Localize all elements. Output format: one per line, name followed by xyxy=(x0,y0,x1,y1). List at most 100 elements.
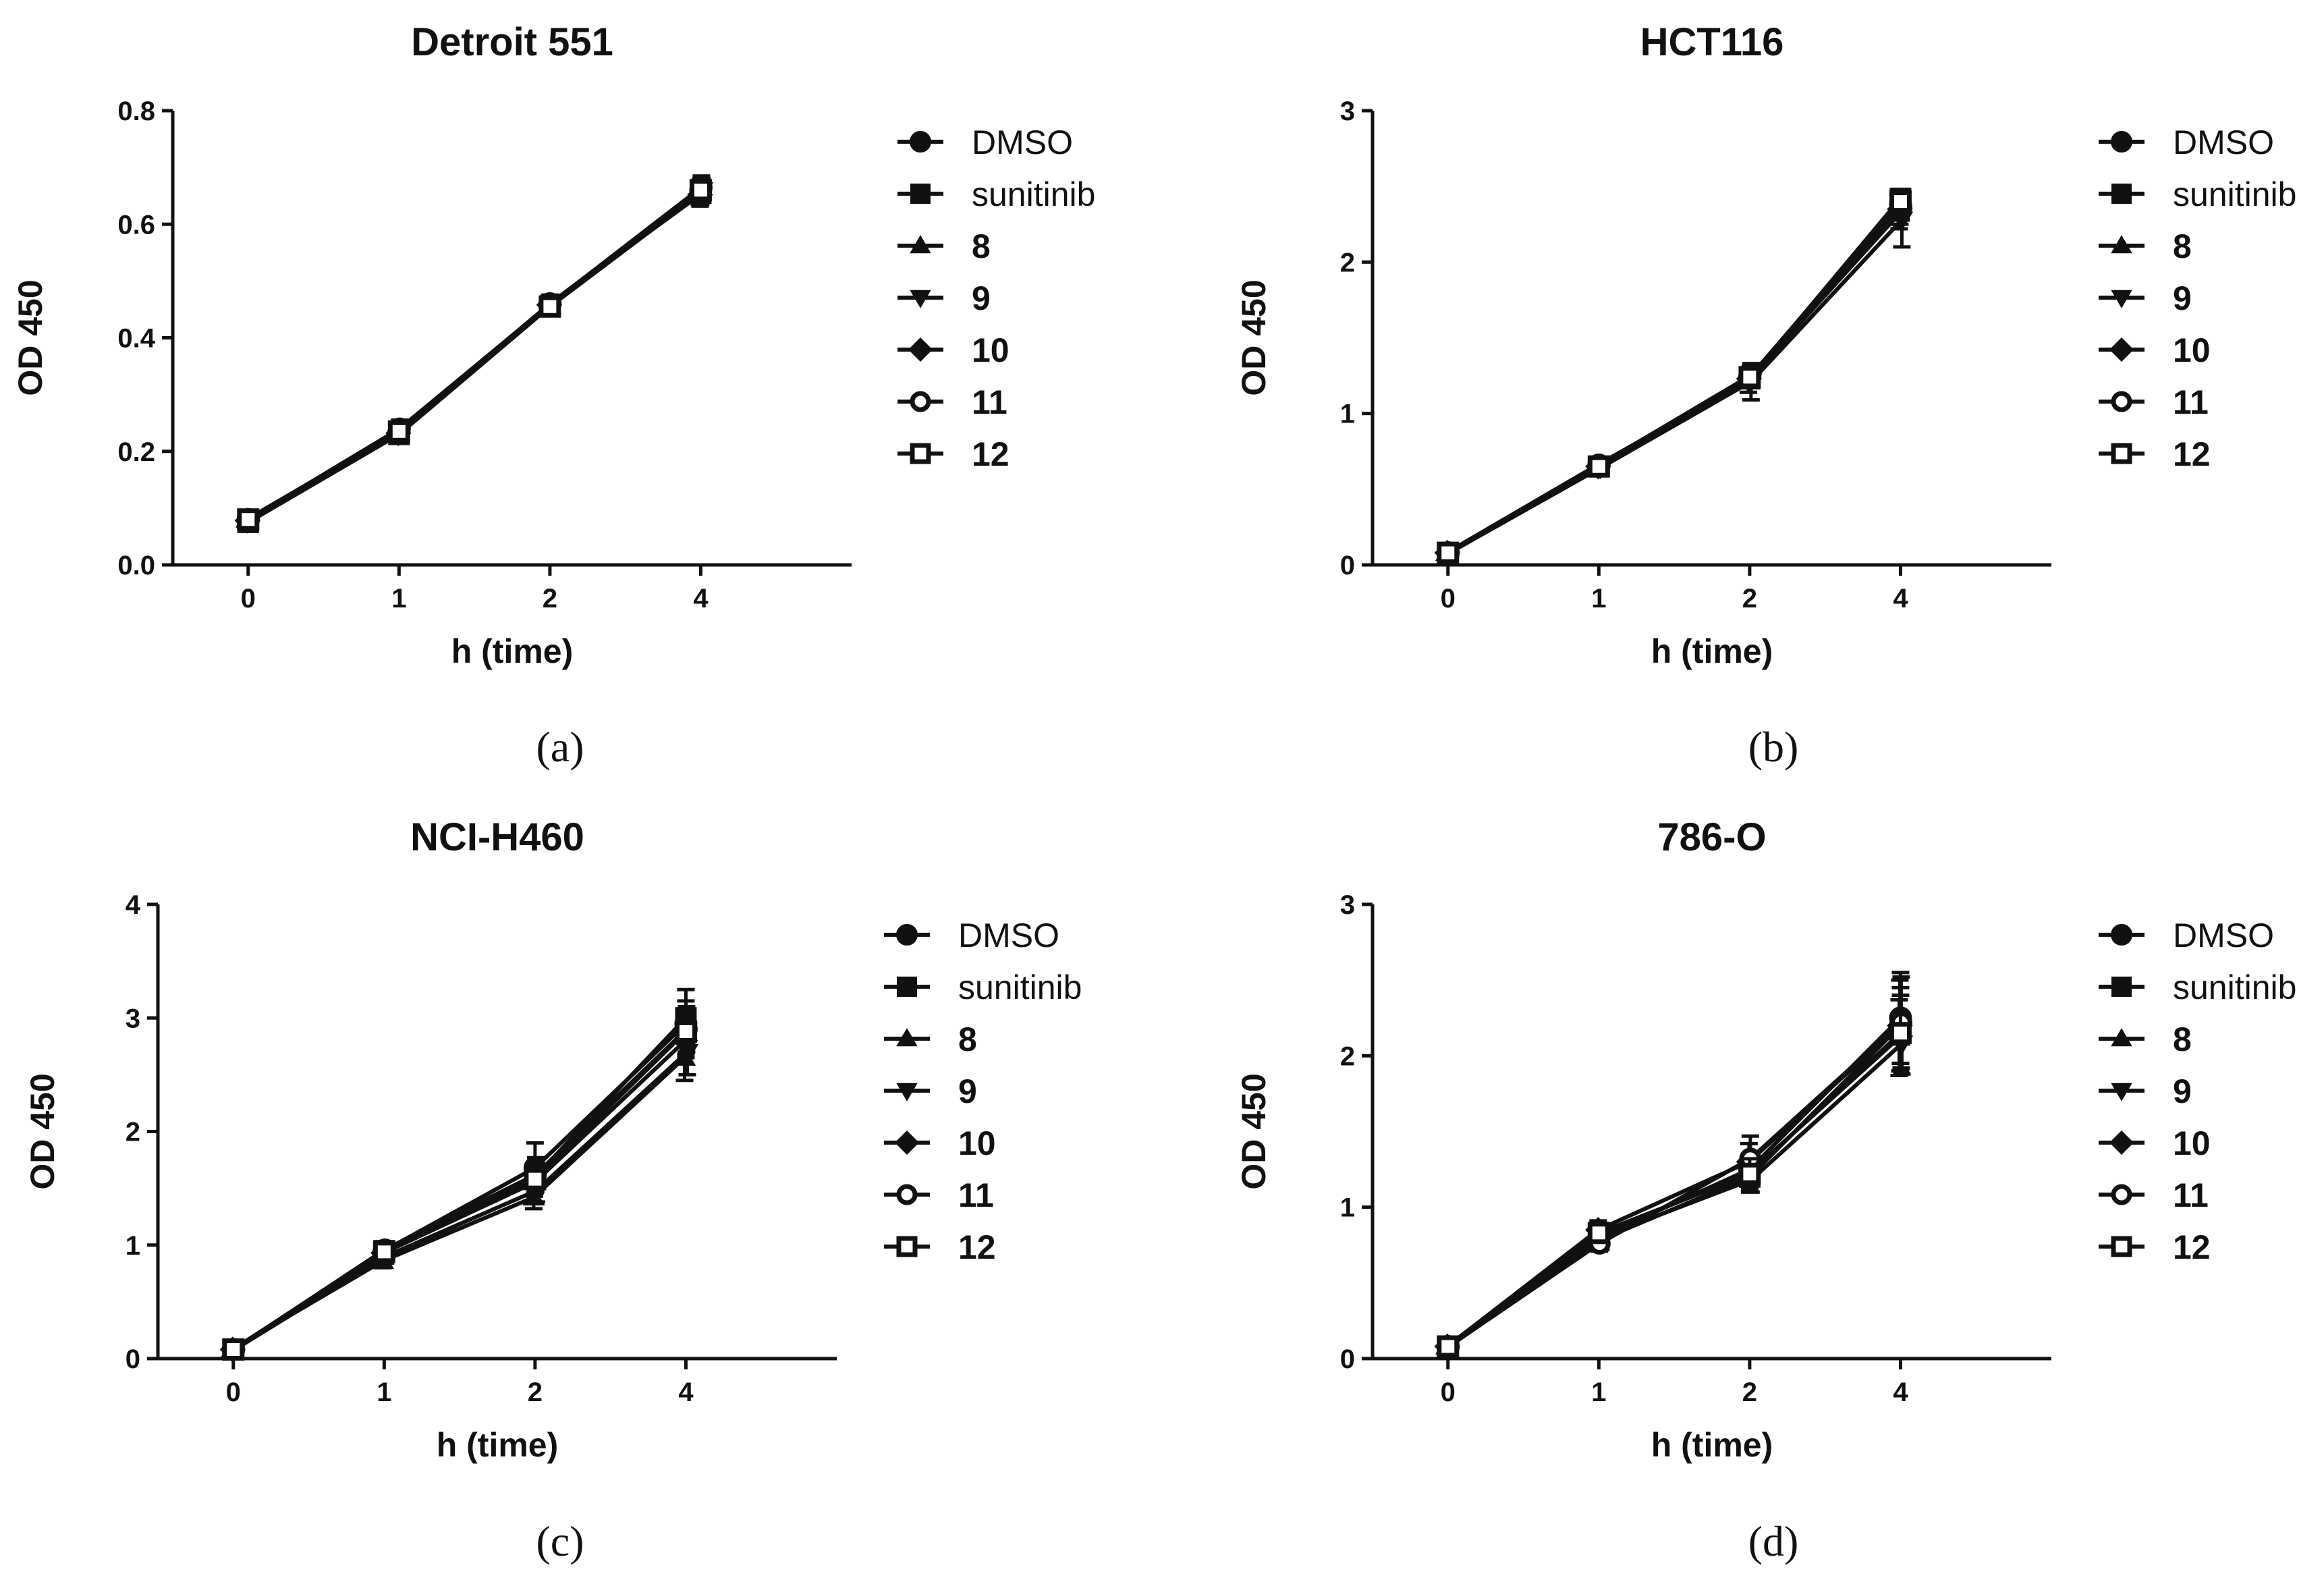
legend-label: 11 xyxy=(2173,383,2209,421)
series-10 xyxy=(1434,192,1913,566)
legend-label: 9 xyxy=(958,1072,977,1110)
chart-title: 786-O xyxy=(1657,815,1766,859)
series-line-11 xyxy=(248,186,703,522)
data-point-12 xyxy=(222,1338,245,1361)
series-line-12 xyxy=(247,188,702,522)
x-axis-label: h (time) xyxy=(451,632,574,670)
legend-label: DMSO xyxy=(958,917,1059,954)
legend-marker-8-shape xyxy=(896,1028,918,1047)
legend-marker-9 xyxy=(2111,290,2132,308)
legend-item-12: 12 xyxy=(884,1228,996,1266)
legend-marker-10-shape xyxy=(908,337,933,362)
x-tick-label: 4 xyxy=(1893,1378,1908,1407)
legend-item-9: 9 xyxy=(2099,279,2192,317)
legend-marker-sunitinib-shape xyxy=(910,184,931,204)
legend-label: 12 xyxy=(2173,1228,2211,1266)
legend-item-11: 11 xyxy=(2099,1176,2209,1214)
legend-marker-11-shape xyxy=(2111,391,2132,412)
legend-marker-sunitinib-shape xyxy=(2111,184,2132,204)
panel-label: (b) xyxy=(1748,723,1799,771)
legend-marker-sunitinib xyxy=(2111,977,2132,997)
legend-item-10: 10 xyxy=(2099,1124,2211,1162)
legend-item-dmso: DMSO xyxy=(2099,917,2274,954)
y-tick-label: 0.0 xyxy=(117,551,155,580)
legend-marker-12 xyxy=(910,443,931,464)
legend-marker-12-shape xyxy=(2111,443,2132,464)
series-12 xyxy=(222,1007,697,1361)
data-point-12-shape xyxy=(524,1168,547,1191)
x-tick-label: 2 xyxy=(528,1378,543,1407)
legend-marker-sunitinib-shape xyxy=(897,977,917,997)
legend-marker-8-shape xyxy=(910,235,931,254)
data-point-12-shape xyxy=(1437,1335,1460,1358)
data-point-12-shape xyxy=(1437,541,1460,564)
legend-marker-10 xyxy=(2109,1130,2134,1155)
y-tick-label: 3 xyxy=(126,1004,140,1033)
data-point-12-shape xyxy=(1587,455,1610,478)
legend-label: 12 xyxy=(2173,435,2211,473)
series-line-dmso xyxy=(1447,203,1902,555)
data-point-12 xyxy=(538,295,561,318)
legend-marker-9-shape xyxy=(2111,1083,2132,1101)
data-point-12-shape xyxy=(1889,1022,1912,1045)
legend-item-8: 8 xyxy=(884,1020,977,1058)
data-point-12-shape xyxy=(1889,190,1912,213)
y-axis-label: OD 450 xyxy=(11,279,49,396)
data-point-12-shape xyxy=(387,420,410,443)
series-12 xyxy=(1437,993,1912,1358)
series-line-12 xyxy=(232,1030,688,1352)
legend-item-dmso: DMSO xyxy=(884,917,1059,954)
y-tick-label: 0.4 xyxy=(117,324,155,354)
legend-item-sunitinib: sunitinib xyxy=(884,969,1082,1006)
x-tick-label: 4 xyxy=(693,584,709,613)
series-line-11 xyxy=(233,1027,688,1352)
legend-marker-sunitinib-shape xyxy=(2111,977,2132,997)
x-tick-label: 2 xyxy=(1742,584,1757,613)
legend-marker-dmso-shape xyxy=(896,924,918,946)
legend-marker-9-shape xyxy=(2111,290,2132,308)
x-tick-label: 0 xyxy=(241,584,256,613)
legend-item-sunitinib: sunitinib xyxy=(2099,969,2296,1006)
legend-label: DMSO xyxy=(972,124,1073,161)
series-line-sunitinib xyxy=(232,1016,688,1352)
series-12 xyxy=(1437,188,1912,564)
chart-title: HCT116 xyxy=(1640,20,1784,64)
data-point-12 xyxy=(1738,366,1761,389)
legend-item-12: 12 xyxy=(2099,435,2211,473)
legend-label: 12 xyxy=(958,1228,996,1266)
legend-marker-12 xyxy=(2111,1236,2132,1257)
series-sunitinib xyxy=(1437,188,1912,564)
legend-label: 9 xyxy=(2173,1072,2192,1110)
y-tick-label: 1 xyxy=(1340,400,1355,429)
x-axis-label: h (time) xyxy=(437,1426,559,1464)
x-tick-label: 4 xyxy=(1893,584,1908,613)
legend-label: sunitinib xyxy=(958,969,1082,1006)
legend-marker-10-shape xyxy=(2109,1130,2134,1155)
legend-marker-8 xyxy=(896,1028,918,1047)
legend-marker-12 xyxy=(896,1236,918,1257)
legend-item-9: 9 xyxy=(2099,1072,2192,1110)
data-point-12-shape xyxy=(222,1338,245,1361)
legend-marker-12-shape xyxy=(2111,1236,2132,1257)
legend-marker-10-shape xyxy=(2109,337,2134,362)
legend-marker-sunitinib xyxy=(2111,184,2132,204)
legend: DMSO sunitinib 8 9 10 11 12 xyxy=(2099,124,2296,473)
legend-marker-dmso-shape xyxy=(910,131,931,153)
y-tick-label: 1 xyxy=(126,1231,140,1261)
legend-item-dmso: DMSO xyxy=(897,124,1073,161)
legend-marker-8-shape xyxy=(2111,235,2132,254)
series-dmso xyxy=(1436,190,1912,565)
legend-label: 11 xyxy=(958,1176,994,1214)
legend-label: 10 xyxy=(958,1124,996,1162)
legend-marker-11 xyxy=(910,391,931,412)
data-point-12-shape xyxy=(538,295,561,318)
data-point-12 xyxy=(524,1168,547,1191)
legend-item-8: 8 xyxy=(2099,227,2192,265)
data-point-12 xyxy=(1889,1022,1912,1045)
legend-marker-9-shape xyxy=(896,1083,918,1101)
legend-marker-10 xyxy=(2109,337,2134,362)
series-line-dmso xyxy=(232,1022,688,1352)
